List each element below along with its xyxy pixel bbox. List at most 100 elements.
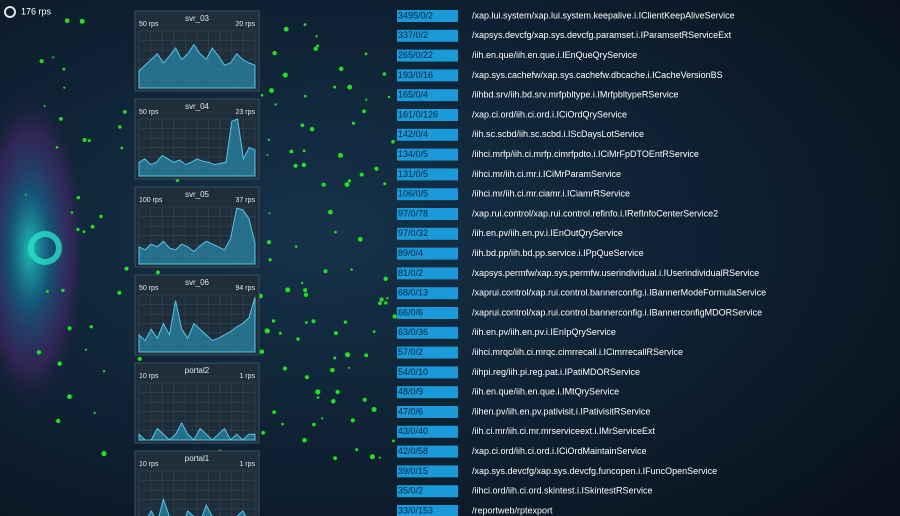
particle: [350, 268, 353, 271]
particle: [350, 418, 355, 423]
gear-icon[interactable]: [4, 6, 16, 18]
particle: [333, 356, 337, 360]
counter-box: [397, 69, 458, 82]
particle: [338, 152, 343, 158]
particle: [343, 320, 348, 324]
counter-box: [397, 425, 458, 438]
panel-current: 1 rps: [239, 373, 255, 380]
panel-current: 20 rps: [236, 21, 256, 28]
counter-box: [397, 326, 458, 339]
particle: [364, 52, 368, 56]
particle: [374, 166, 379, 171]
particle: [43, 105, 46, 107]
particle: [120, 146, 124, 150]
particle: [93, 411, 96, 414]
particle: [345, 352, 351, 358]
service-counter: 97/0/78: [398, 208, 428, 218]
particle: [293, 163, 298, 168]
counter-box: [397, 406, 458, 418]
service-name: /reportweb/rptexport: [472, 505, 553, 515]
particle: [118, 125, 122, 129]
particle: [348, 366, 351, 369]
particle: [87, 139, 91, 143]
particle: [331, 398, 336, 404]
service-name: /xapsys.permfw/xap.sys.permfw.userindivi…: [472, 268, 759, 278]
particle: [347, 84, 353, 90]
service-row: 39/0/15/xap.sys.devcfg/xap.sys.devcfg.fu…: [397, 465, 717, 478]
particle: [362, 397, 367, 402]
rps-area: [138, 497, 247, 516]
particle: [283, 26, 289, 32]
service-row: 68/0/13/xaprui.control/xap.rui.control.b…: [397, 287, 766, 300]
particle: [267, 138, 270, 141]
server-panel: svr_03 50 rps 20 rps: [134, 10, 260, 92]
service-name: /iihbd.srv/iih.bd.srv.mrfpbltype.i.IMrfp…: [472, 90, 678, 100]
server-panel: svr_06 50 rps 94 rps: [134, 274, 260, 356]
service-name: /iih.en.pv/iih.en.pv.i.IEnOutQryService: [472, 228, 623, 238]
particle: [67, 326, 72, 331]
particle: [155, 270, 160, 275]
particle: [333, 456, 337, 461]
service-counter: 81/0/2: [398, 268, 423, 278]
panel-scale: 50 rps: [139, 21, 159, 28]
service-row: 81/0/2/xapsys.permfw/xap.sys.permfw.user…: [397, 267, 759, 280]
particle: [271, 319, 276, 323]
service-name: /iihci.mr/iih.ci.mr.ciamr.i.ICiamrRServi…: [472, 189, 630, 199]
particle: [101, 451, 107, 457]
particle: [55, 146, 59, 149]
service-name: /xap.lui.system/xap.lui.system.keepalive…: [472, 10, 735, 20]
service-row: 193/0/16/xap.sys.cachefw/xap.sys.cachefw…: [397, 69, 723, 82]
particle: [269, 88, 274, 93]
particle: [82, 138, 87, 142]
service-counter: 134/0/5: [398, 149, 428, 159]
service-counter: 193/0/16: [398, 70, 433, 80]
service-row: 63/0/36/iih.en.pv/iih.en.pv.i.IEnIpQrySe…: [397, 326, 616, 339]
service-name: /iihci.mrqc/iih.ci.mrqc.cimrrecall.i.ICi…: [472, 347, 683, 357]
particle: [391, 139, 395, 144]
service-counter: 35/0/2: [398, 486, 423, 496]
particle: [311, 319, 316, 324]
particle: [282, 72, 288, 78]
particle: [260, 94, 264, 97]
server-panel: svr_05 100 rps 37 rps: [134, 186, 260, 268]
service-counter: 106/0/5: [398, 189, 428, 199]
service-name: /iih.sc.scbd/iih.sc.scbd.i.IScDaysLotSer…: [472, 129, 644, 139]
particle: [59, 117, 63, 121]
particle: [333, 331, 338, 336]
particle: [89, 325, 93, 329]
service-name: /xaprui.control/xap.rui.control.bannerco…: [472, 288, 766, 298]
service-row: 165/0/4/iihbd.srv/iih.bd.srv.mrfpbltype.…: [397, 89, 678, 102]
service-counter: 57/0/2: [398, 347, 423, 357]
rps-area: [138, 421, 256, 441]
particle: [289, 149, 294, 154]
particle: [117, 290, 122, 295]
nebula: [0, 80, 90, 420]
service-row: 47/0/6/iihen.pv/iih.en.pv.pativisit.i.IP…: [397, 406, 650, 418]
particle: [303, 288, 308, 293]
particle: [296, 337, 300, 341]
particle: [301, 162, 307, 168]
particle: [359, 172, 364, 177]
particle: [378, 456, 381, 459]
counter-box: [397, 49, 458, 62]
rps-area: [138, 297, 256, 353]
counter-box: [397, 307, 458, 319]
service-row: 66/0/6/xaprui.control/xap.rui.control.ba…: [397, 307, 762, 319]
particle: [261, 430, 265, 435]
particle: [304, 94, 307, 98]
header: 176 rps: [4, 6, 52, 18]
particle: [303, 23, 307, 26]
particle: [347, 179, 351, 183]
counter-box: [397, 485, 458, 498]
particle: [278, 331, 282, 335]
particle: [76, 195, 81, 200]
particle: [304, 375, 310, 380]
particle: [294, 245, 298, 248]
panel-scale: 50 rps: [139, 285, 159, 292]
particle: [301, 281, 304, 285]
service-row: 35/0/2/iihci.ord/iih.ci.ord.skintest.i.I…: [397, 485, 653, 498]
service-counter: 89/0/4: [398, 248, 423, 258]
particle: [316, 396, 320, 399]
particle: [305, 321, 308, 324]
